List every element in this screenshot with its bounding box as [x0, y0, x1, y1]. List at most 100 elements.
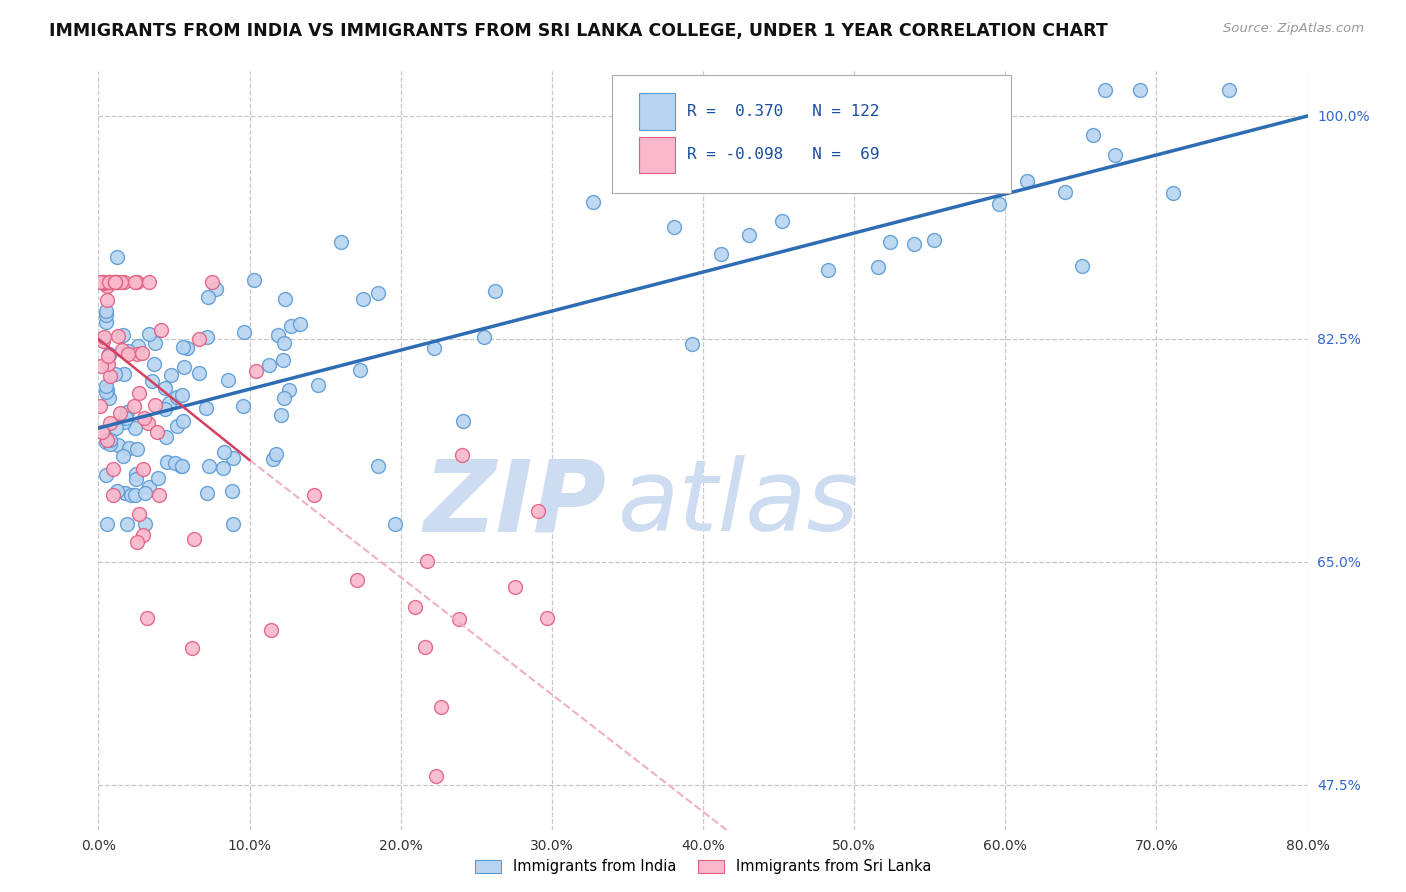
Point [141, 374, 163, 388]
Point [304, 488, 326, 502]
Point [101, 275, 124, 289]
Point [128, 386, 150, 401]
Point [425, 769, 447, 783]
Point [329, 235, 352, 250]
Point [104, 275, 127, 289]
Point [384, 516, 406, 531]
Point [188, 367, 211, 381]
Point [449, 612, 471, 626]
Point [259, 623, 281, 637]
Point [96, 516, 118, 531]
Point [681, 336, 703, 351]
Point [232, 399, 254, 413]
Point [101, 461, 124, 475]
Point [257, 359, 280, 373]
Point [273, 292, 295, 306]
Point [120, 488, 142, 502]
Point [143, 398, 166, 412]
Point [134, 516, 156, 531]
Point [105, 251, 128, 265]
Point [170, 387, 193, 401]
Point [201, 275, 224, 289]
Point [91, 275, 114, 289]
Point [527, 504, 550, 518]
Point [581, 195, 603, 210]
Point [94, 315, 117, 329]
Point [170, 459, 193, 474]
Point [146, 425, 169, 439]
Point [232, 325, 254, 339]
Point [1129, 83, 1152, 97]
Point [1218, 83, 1240, 97]
Point [93, 329, 115, 343]
Point [1081, 128, 1104, 142]
Point [108, 406, 131, 420]
Point [172, 340, 194, 354]
Point [903, 237, 925, 252]
Point [98, 349, 121, 363]
Point [503, 580, 526, 594]
Point [107, 329, 129, 343]
Point [1094, 83, 1116, 97]
Point [536, 611, 558, 625]
Point [416, 554, 439, 568]
Point [98, 433, 121, 447]
Point [91, 275, 114, 289]
Point [221, 484, 243, 499]
Point [132, 411, 155, 425]
Point [136, 611, 159, 625]
Point [97, 275, 120, 289]
Point [922, 233, 945, 247]
Point [105, 483, 128, 498]
Point [127, 347, 149, 361]
Point [128, 508, 150, 522]
Point [124, 399, 146, 413]
Point [97, 349, 120, 363]
Point [349, 362, 371, 376]
Text: R = -0.098   N =  69: R = -0.098 N = 69 [688, 147, 880, 162]
Point [346, 573, 368, 587]
Point [271, 352, 294, 367]
Point [266, 328, 288, 343]
Text: ZIP: ZIP [423, 455, 606, 552]
Point [97, 357, 120, 371]
Point [172, 414, 194, 428]
Point [155, 429, 177, 443]
Point [367, 286, 389, 301]
Legend: Immigrants from India, Immigrants from Sri Lanka: Immigrants from India, Immigrants from S… [470, 854, 936, 880]
Point [273, 336, 295, 351]
Point [307, 377, 329, 392]
Point [696, 162, 718, 177]
Point [103, 487, 125, 501]
Point [353, 292, 375, 306]
Point [156, 455, 179, 469]
Point [89, 399, 111, 413]
Point [105, 275, 128, 289]
Point [211, 461, 233, 475]
Point [104, 275, 127, 289]
Point [194, 401, 217, 416]
Point [188, 332, 211, 346]
FancyBboxPatch shape [613, 75, 1011, 193]
Point [111, 327, 134, 342]
Point [817, 262, 839, 277]
Point [195, 329, 218, 343]
Point [127, 339, 149, 353]
Point [112, 415, 135, 429]
Point [115, 404, 138, 418]
Point [288, 317, 311, 331]
Point [93, 277, 115, 291]
Point [125, 442, 148, 457]
Point [159, 368, 181, 382]
Point [98, 347, 121, 361]
Point [107, 438, 129, 452]
Point [96, 278, 118, 293]
Text: IMMIGRANTS FROM INDIA VS IMMIGRANTS FROM SRI LANKA COLLEGE, UNDER 1 YEAR CORRELA: IMMIGRANTS FROM INDIA VS IMMIGRANTS FROM… [49, 22, 1108, 40]
Point [662, 220, 685, 235]
Point [131, 346, 153, 360]
Point [868, 260, 890, 275]
Point [96, 293, 118, 307]
Point [97, 392, 120, 406]
Point [1070, 259, 1092, 273]
Point [110, 275, 132, 289]
